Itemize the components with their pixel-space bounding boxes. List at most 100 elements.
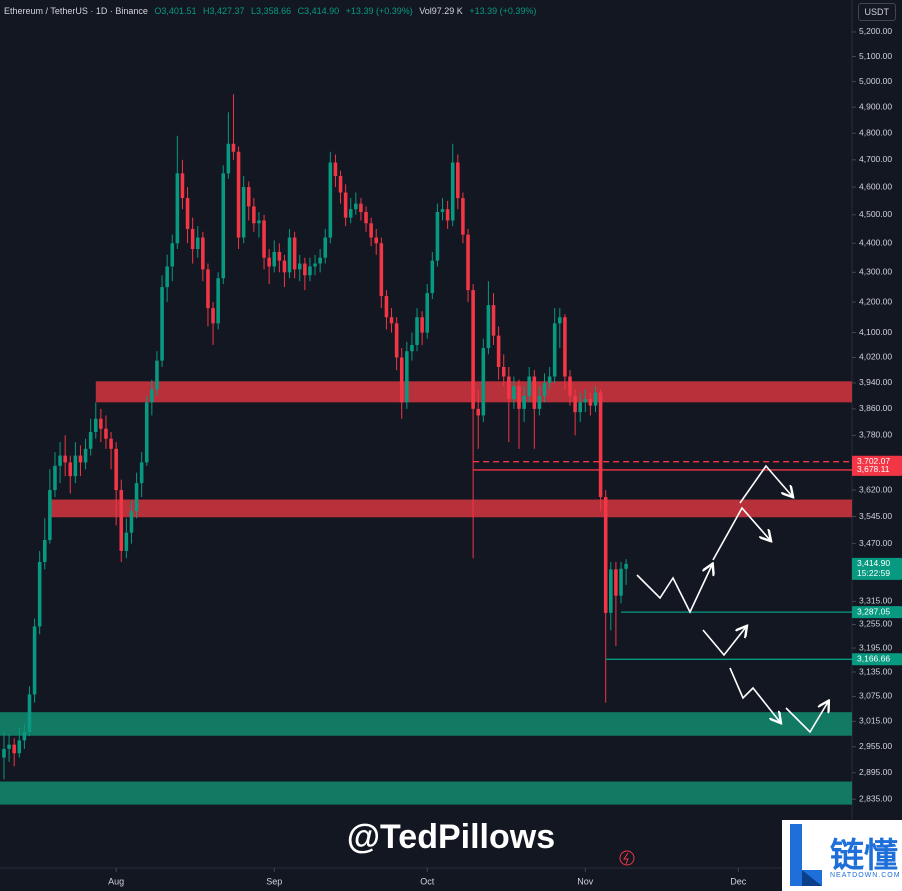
candle-body <box>150 389 154 403</box>
candle-body <box>303 263 307 276</box>
candle-body <box>532 376 537 409</box>
candle-body <box>144 402 149 463</box>
candle-body <box>619 568 623 596</box>
y-tick-label: 5,200.00 <box>859 26 892 36</box>
event-icon[interactable] <box>619 850 635 866</box>
candle-body <box>114 448 118 491</box>
logo: 链懂 NEATDOWN.COM <box>782 820 902 891</box>
price-tag-label: 3,166.66 <box>857 654 890 664</box>
y-tick-label: 4,020.00 <box>859 352 892 362</box>
y-tick-label: 5,100.00 <box>859 51 892 61</box>
x-tick-label: Dec <box>730 876 747 886</box>
candle-body <box>134 483 139 512</box>
candle-body <box>58 455 62 466</box>
zone <box>0 781 852 805</box>
y-tick-label: 5,000.00 <box>859 76 892 86</box>
currency-button[interactable]: USDT <box>857 3 896 21</box>
y-tick-label: 4,400.00 <box>859 237 892 247</box>
candle-body <box>267 257 271 267</box>
candle-body <box>231 143 236 152</box>
candle-body <box>598 392 603 498</box>
candle-body <box>170 243 175 267</box>
candle-body <box>384 296 389 318</box>
candle-body <box>216 278 220 324</box>
x-tick-label: Nov <box>577 876 594 886</box>
candle-body <box>450 162 455 221</box>
candle-body <box>609 569 613 613</box>
zone <box>0 712 852 736</box>
candle-body <box>348 209 353 218</box>
candle-body <box>568 376 572 396</box>
x-tick-label: Aug <box>108 876 124 886</box>
candle-body <box>588 399 593 406</box>
candle-body <box>124 532 129 551</box>
candle-body <box>53 465 57 491</box>
candle-body <box>496 335 501 367</box>
price-tag <box>852 606 902 619</box>
candle-body <box>246 187 251 207</box>
candle-body <box>206 269 210 309</box>
y-tick-label: 4,200.00 <box>859 296 892 306</box>
candle-body <box>425 293 430 333</box>
candle-body <box>593 392 598 406</box>
candle-body <box>563 317 567 377</box>
y-tick-label: 4,800.00 <box>859 127 892 137</box>
candle-body <box>99 418 103 429</box>
candle-body <box>394 323 399 358</box>
price-tag-countdown: 15:22:59 <box>857 568 890 578</box>
candle-body <box>104 428 108 439</box>
candle-body <box>440 209 445 213</box>
candle-body <box>282 260 287 273</box>
price-tag-label: 3,678.11 <box>857 464 890 474</box>
candle-body <box>537 395 542 409</box>
y-tick-label: 3,195.00 <box>859 642 892 652</box>
y-tick-label: 4,600.00 <box>859 181 892 191</box>
candle-body <box>48 490 52 540</box>
candle-body <box>17 740 22 754</box>
y-tick-label: 2,895.00 <box>859 767 892 777</box>
candle-body <box>512 386 516 400</box>
candle-body <box>308 266 312 276</box>
candle-body <box>410 344 414 352</box>
candle-body <box>338 176 343 193</box>
y-tick-label: 3,470.00 <box>859 538 892 548</box>
arrow <box>739 464 792 504</box>
candle-body <box>461 198 465 235</box>
candle-body <box>160 287 164 361</box>
y-tick-label: 3,135.00 <box>859 666 892 676</box>
candle-body <box>323 237 328 258</box>
candle-body <box>211 308 215 324</box>
candle-body <box>287 237 292 273</box>
candle-body <box>430 260 435 294</box>
candle-body <box>241 187 246 238</box>
candle-body <box>88 432 93 449</box>
candle-body <box>364 212 368 224</box>
arrow <box>702 627 746 657</box>
candle-body <box>435 212 440 261</box>
candle-body <box>399 357 404 403</box>
candle-body <box>139 462 144 484</box>
candle-body <box>456 162 460 199</box>
candle-body <box>277 251 282 261</box>
candle-body <box>445 209 450 221</box>
candle-body <box>252 206 256 224</box>
volume-change: +13.39 (+0.39%) <box>469 6 537 16</box>
candle-body <box>359 203 363 213</box>
candle-body <box>578 402 582 413</box>
y-tick-label: 4,300.00 <box>859 267 892 277</box>
zone <box>49 499 852 518</box>
y-tick-label: 3,015.00 <box>859 716 892 726</box>
candle-body <box>22 731 27 741</box>
logo-text: 链懂 <box>830 836 898 876</box>
y-tick-label: 3,075.00 <box>859 691 892 701</box>
candle-body <box>466 234 470 291</box>
candle-body <box>624 563 628 569</box>
candle-body <box>297 263 302 270</box>
candle-body <box>374 237 379 244</box>
arrow <box>636 565 712 614</box>
candle-body <box>486 305 491 349</box>
candle-body <box>129 511 134 533</box>
candle-body <box>558 317 562 324</box>
candle-body <box>201 237 205 270</box>
